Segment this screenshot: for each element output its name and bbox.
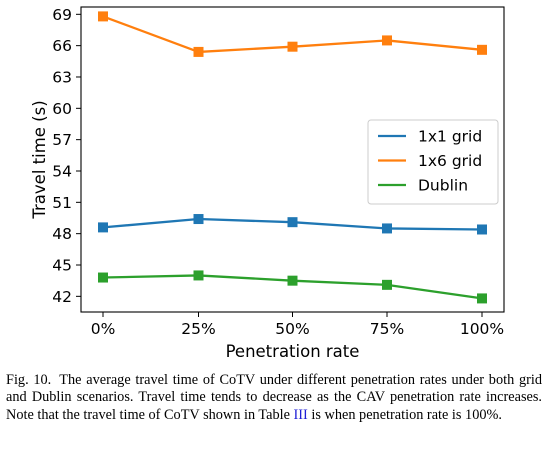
y-axis-ticks: 42 45 48 51 54 57 60 63 66 69 bbox=[52, 6, 81, 306]
data-point-marker bbox=[193, 214, 204, 225]
y-tick-label: 54 bbox=[52, 162, 72, 180]
x-tick-label: 25% bbox=[181, 320, 215, 338]
x-tick-label: 75% bbox=[370, 320, 404, 338]
y-tick-label: 69 bbox=[52, 6, 72, 24]
y-tick-label: 42 bbox=[52, 288, 72, 306]
figure-caption: Fig. 10. The average travel time of CoTV … bbox=[6, 372, 542, 424]
series-1x6-grid bbox=[98, 11, 487, 57]
data-point-marker bbox=[193, 270, 204, 281]
y-tick-label: 48 bbox=[52, 225, 72, 243]
data-point-marker bbox=[193, 46, 204, 57]
legend-label: Dublin bbox=[418, 177, 468, 195]
y-tick-label: 51 bbox=[52, 194, 72, 212]
legend-label: 1x6 grid bbox=[418, 152, 482, 170]
legend-box bbox=[367, 119, 499, 205]
y-tick-label: 45 bbox=[52, 256, 72, 274]
caption-text-end: is when penetration rate is 100%. bbox=[307, 406, 502, 423]
data-point-marker bbox=[382, 279, 392, 290]
y-tick-label: 66 bbox=[52, 37, 72, 55]
x-tick-label: 100% bbox=[460, 320, 504, 338]
y-tick-label: 57 bbox=[52, 131, 72, 149]
y-axis-label: Travel time (s) bbox=[30, 100, 49, 219]
data-point-marker bbox=[98, 222, 108, 233]
caption-text: The average travel time of CoTV under di… bbox=[6, 372, 542, 423]
data-point-marker bbox=[287, 275, 298, 286]
data-point-marker bbox=[382, 223, 392, 234]
plot-area-frame bbox=[80, 6, 505, 313]
y-tick-label: 63 bbox=[52, 68, 72, 86]
data-point-marker bbox=[98, 272, 108, 283]
data-point-marker bbox=[477, 224, 487, 235]
y-tick-label: 60 bbox=[52, 100, 72, 118]
x-axis-ticks: 0% 25% 50% 75% 100% bbox=[91, 312, 504, 338]
caption-figure-label: Fig. 10. bbox=[6, 372, 52, 388]
data-point-marker bbox=[382, 35, 392, 46]
series-1x1-grid bbox=[98, 214, 487, 235]
caption-table-reference-link[interactable]: III bbox=[293, 406, 308, 423]
legend-label: 1x1 grid bbox=[418, 128, 482, 146]
x-axis-label: Penetration rate bbox=[226, 342, 360, 361]
x-tick-label: 50% bbox=[275, 320, 309, 338]
data-point-marker bbox=[98, 11, 108, 22]
series-dublin bbox=[98, 270, 487, 304]
series-layer bbox=[98, 11, 487, 304]
data-point-marker bbox=[287, 41, 298, 52]
data-point-marker bbox=[477, 293, 487, 304]
legend: 1x1 grid 1x6 grid Dublin bbox=[367, 119, 499, 205]
data-point-marker bbox=[287, 217, 298, 228]
data-point-marker bbox=[477, 44, 487, 55]
travel-time-line-chart: 42 45 48 51 54 57 60 63 66 69 0% 25% 50% 75% 100% Pen… bbox=[30, 6, 505, 361]
x-tick-label: 0% bbox=[91, 320, 116, 338]
